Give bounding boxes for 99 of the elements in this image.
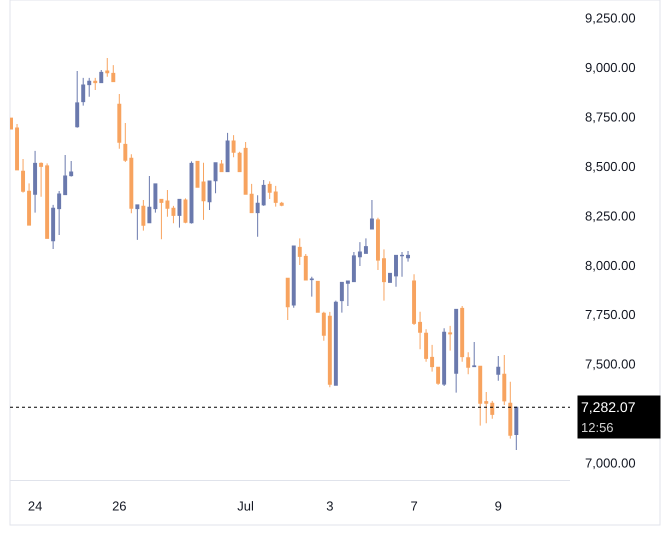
x-tick-label: 26 bbox=[112, 498, 127, 514]
candlestick bbox=[370, 199, 374, 230]
candlestick bbox=[400, 251, 404, 278]
candlestick bbox=[105, 57, 110, 78]
y-tick-label: 9,000.00 bbox=[585, 60, 636, 75]
y-tick-label: 7,500.00 bbox=[585, 356, 636, 372]
candlestick bbox=[27, 182, 32, 226]
candlestick bbox=[93, 77, 98, 90]
candlestick bbox=[340, 282, 344, 314]
y-tick-label: 8,250.00 bbox=[585, 208, 636, 224]
candlestick bbox=[472, 341, 476, 368]
x-tick-label: 3 bbox=[326, 498, 334, 514]
candlestick bbox=[346, 280, 350, 306]
y-tick-label: 8,750.00 bbox=[585, 109, 636, 124]
candlestick bbox=[250, 183, 254, 214]
candlestick bbox=[111, 64, 116, 82]
candlestick bbox=[298, 238, 302, 266]
candlestick bbox=[171, 205, 176, 224]
y-tick-label: 7,000.00 bbox=[585, 456, 636, 471]
candlestick bbox=[382, 248, 386, 302]
candlestick bbox=[196, 160, 200, 188]
candlestick bbox=[226, 132, 230, 172]
candlestick bbox=[502, 354, 506, 406]
candlestick bbox=[310, 276, 314, 298]
candlestick bbox=[322, 311, 326, 342]
candlestick bbox=[177, 198, 182, 228]
candlestick bbox=[442, 328, 446, 387]
candlestick bbox=[238, 151, 242, 172]
candlestick bbox=[328, 311, 332, 388]
candlestick bbox=[406, 250, 410, 262]
candlestick bbox=[87, 77, 92, 98]
ref-line-label: 7,282.07 bbox=[581, 399, 636, 415]
candlestick bbox=[190, 160, 194, 224]
y-tick-label: 7,750.00 bbox=[585, 307, 636, 322]
candlestick bbox=[358, 242, 362, 267]
candlestick bbox=[165, 190, 170, 218]
x-tick-label: 7 bbox=[410, 498, 418, 514]
candlestick bbox=[388, 272, 392, 283]
candlestick bbox=[123, 122, 128, 162]
x-tick-label: 9 bbox=[494, 498, 502, 514]
candlestick bbox=[454, 308, 458, 394]
candlestick bbox=[214, 162, 218, 194]
candlestick bbox=[460, 305, 464, 362]
candlestick bbox=[135, 204, 140, 240]
candlestick bbox=[153, 183, 158, 214]
candlestick bbox=[262, 179, 266, 206]
candlestick bbox=[15, 124, 20, 170]
candlestick bbox=[376, 217, 380, 270]
text: 12:56 bbox=[581, 420, 614, 435]
candlestick bbox=[466, 352, 470, 375]
candlestick bbox=[412, 274, 416, 326]
candlestick bbox=[129, 154, 134, 214]
candlestick bbox=[21, 158, 26, 194]
candlestick bbox=[33, 150, 38, 214]
candlestick bbox=[436, 366, 440, 386]
candlestick bbox=[75, 70, 80, 128]
candlestick bbox=[418, 311, 422, 350]
candlestick bbox=[484, 391, 488, 424]
candlestick bbox=[208, 180, 212, 211]
candlestick bbox=[352, 251, 356, 282]
candlestick bbox=[514, 406, 518, 450]
candlestick bbox=[183, 198, 188, 224]
candlestick bbox=[141, 199, 146, 232]
candlestick bbox=[220, 160, 224, 172]
candlestick bbox=[274, 185, 278, 208]
candlestick bbox=[69, 160, 74, 178]
candlestick bbox=[10, 118, 13, 130]
candlestick bbox=[244, 142, 248, 195]
candlestick bbox=[424, 328, 428, 362]
x-tick-label: Jul bbox=[237, 498, 254, 514]
candlestick bbox=[394, 254, 398, 288]
candlestick bbox=[280, 201, 284, 207]
candlestick bbox=[232, 134, 236, 158]
candlestick bbox=[334, 300, 338, 386]
candlestick bbox=[508, 381, 512, 440]
candlestick bbox=[286, 278, 290, 320]
candlestick bbox=[51, 204, 56, 250]
candlestick bbox=[496, 356, 500, 382]
candlestick bbox=[202, 162, 206, 220]
candlestick bbox=[478, 366, 482, 426]
candlestick bbox=[316, 280, 320, 313]
candlestick bbox=[304, 253, 308, 281]
candlestick bbox=[117, 93, 122, 150]
candlestick bbox=[57, 190, 62, 236]
candlestick bbox=[81, 77, 86, 106]
candlestick bbox=[448, 325, 452, 352]
candlestick bbox=[268, 180, 272, 200]
y-tick-label: 9,250.00 bbox=[585, 10, 636, 26]
candlestick bbox=[39, 162, 44, 198]
candlestick bbox=[147, 176, 152, 224]
candlestick bbox=[364, 238, 368, 254]
y-tick-label: 8,000.00 bbox=[585, 258, 636, 273]
candlestick bbox=[159, 198, 164, 240]
x-tick-label: 24 bbox=[28, 498, 42, 514]
y-tick-label: 8,500.00 bbox=[585, 158, 636, 174]
candlestick bbox=[256, 194, 260, 238]
candlestick bbox=[45, 162, 50, 239]
candlestick bbox=[430, 344, 434, 372]
candlestick bbox=[63, 154, 68, 196]
